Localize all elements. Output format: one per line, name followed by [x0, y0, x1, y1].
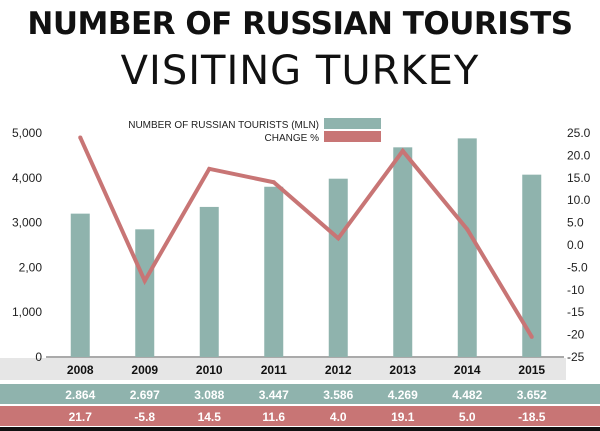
right-tick-label: -15: [567, 305, 585, 319]
x-tick-label: 2013: [389, 363, 416, 377]
left-tick-label: 5,000: [12, 126, 42, 140]
change-row-value: 11.6: [262, 410, 285, 424]
legend-label-change: CHANGE %: [265, 133, 320, 144]
bar: [70, 213, 90, 357]
x-tick-label: 2011: [261, 363, 287, 377]
bar: [199, 206, 219, 357]
tourists-row-value: 3.088: [194, 388, 224, 402]
bar: [328, 178, 348, 357]
tourists-row-value: 3.447: [259, 388, 289, 402]
right-tick-label: 15.0: [567, 171, 591, 185]
right-tick-label: 0.0: [567, 238, 584, 252]
change-point: [400, 148, 405, 153]
tourists-row-value: 4.482: [452, 388, 482, 402]
left-tick-label: 1,000: [12, 305, 42, 319]
change-point: [336, 236, 341, 241]
change-row-value: 4.0: [330, 410, 347, 424]
bar: [522, 174, 542, 357]
right-tick-label: -20: [567, 328, 585, 342]
change-row-value: -5.8: [134, 410, 155, 424]
tourists-row-value: 2.697: [130, 388, 160, 402]
x-tick-label: 2008: [67, 363, 94, 377]
x-tick-label: 2010: [196, 363, 223, 377]
right-tick-label: 10.0: [567, 193, 591, 207]
change-row-value: 19.1: [391, 410, 415, 424]
right-tick-label: -25: [567, 350, 585, 364]
bottom-rule: [0, 427, 600, 431]
legend-label-tourists: NUMBER OF RUSSIAN TOURISTS (MLN): [128, 120, 319, 131]
right-tick-label: 5.0: [567, 216, 584, 230]
change-point: [271, 180, 276, 185]
change-row-value: 21.7: [69, 410, 93, 424]
change-row-value: -18.5: [518, 410, 546, 424]
right-tick-label: -10: [567, 283, 585, 297]
change-point: [529, 334, 534, 339]
right-tick-label: 20.0: [567, 148, 591, 162]
x-tick-label: 2012: [325, 363, 352, 377]
left-tick-label: 4,000: [12, 171, 42, 185]
chart-title-line-1: NUMBER OF RUSSIAN TOURISTS: [27, 6, 573, 42]
tourists-row-value: 4.269: [388, 388, 418, 402]
left-tick-label: 0: [35, 350, 42, 364]
x-axis-band: [0, 358, 566, 380]
bar: [135, 229, 155, 357]
bar: [457, 138, 477, 357]
change-point: [207, 166, 212, 171]
legend-swatch-tourists: [324, 118, 381, 129]
bar: [264, 186, 284, 357]
legend-swatch-change: [324, 131, 381, 142]
x-tick-label: 2009: [131, 363, 158, 377]
change-row-band: [0, 406, 600, 426]
change-point: [465, 227, 470, 232]
bar: [393, 147, 413, 357]
change-row-value: 5.0: [459, 410, 476, 424]
chart-title-line-2: VISITING TURKEY: [120, 48, 480, 94]
change-point: [142, 278, 147, 283]
x-tick-label: 2015: [518, 363, 545, 377]
right-tick-label: 25.0: [567, 126, 591, 140]
change-line: [78, 136, 534, 338]
tourists-row-band: [0, 384, 600, 404]
right-tick-label: -5.0: [567, 260, 588, 274]
tourists-row-value: 3.586: [323, 388, 353, 402]
tourists-row-value: 2.864: [65, 388, 95, 402]
x-tick-label: 2014: [454, 363, 481, 377]
tourists-row-value: 3.652: [517, 388, 547, 402]
left-tick-label: 2,00: [19, 260, 43, 274]
left-tick-label: 3,000: [12, 216, 42, 230]
change-point: [78, 135, 83, 140]
change-row-value: 14.5: [198, 410, 222, 424]
